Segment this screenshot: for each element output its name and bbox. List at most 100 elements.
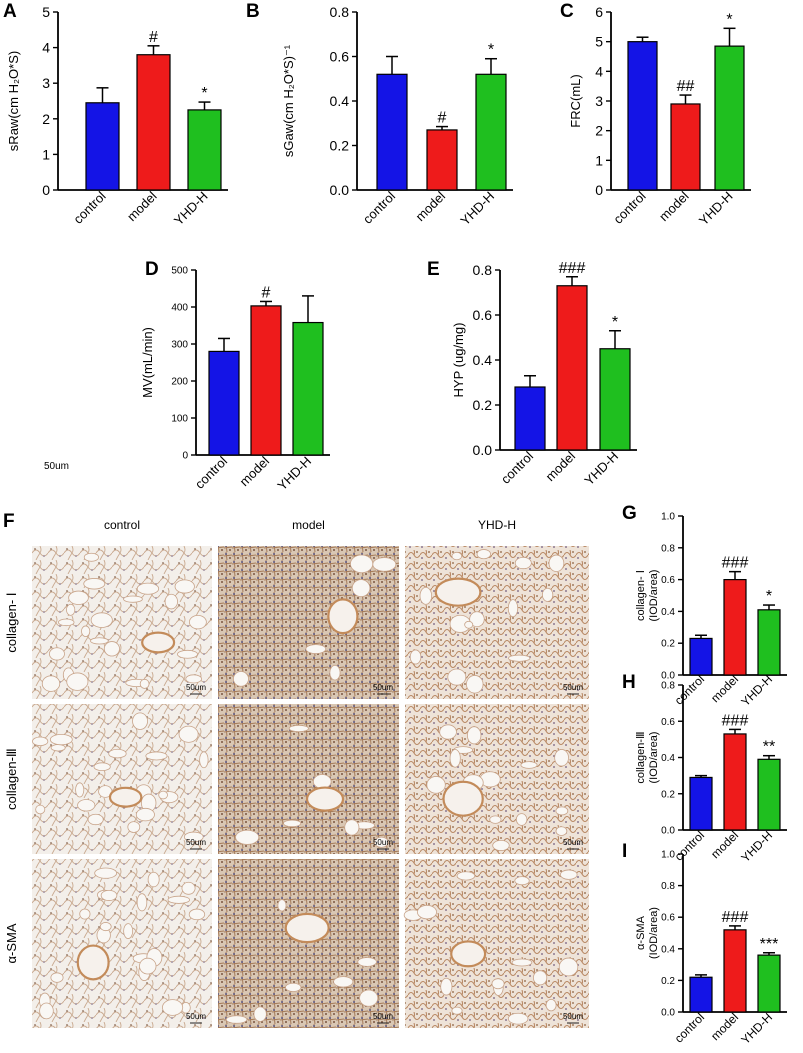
significance-label-model: # <box>438 110 447 127</box>
category-label-yhd-h: YHD-H <box>581 449 621 489</box>
alveolar-space <box>476 549 491 560</box>
y-tick-label: 5 <box>595 34 603 50</box>
alveolar-space <box>344 819 360 836</box>
category-label-control: control <box>672 1010 707 1045</box>
significance-label-yhd-h: * <box>488 42 494 59</box>
y-tick-label: 0.8 <box>330 4 350 20</box>
airway-ring <box>434 577 482 607</box>
alveolar-space <box>555 806 569 816</box>
alveolar-space <box>333 976 354 988</box>
bar-model <box>250 305 282 456</box>
alveolar-space <box>132 712 148 730</box>
category-label-model: model <box>236 453 272 489</box>
panel-label: E <box>427 259 440 280</box>
y-tick-label: 0.8 <box>661 881 675 892</box>
bar-control <box>208 350 240 456</box>
bar-control <box>376 73 408 191</box>
panel-label: F <box>3 511 15 532</box>
significance-label-yhd-h: * <box>612 314 618 331</box>
bar-yhd-h <box>757 758 781 831</box>
stray-scale-label: 50um <box>44 461 69 472</box>
tissue-texture <box>218 546 399 699</box>
alveolar-space <box>532 970 548 986</box>
alveolar-space <box>68 590 89 605</box>
scale-bar-label: 50um <box>186 838 206 847</box>
alveolar-space <box>466 675 484 694</box>
y-tick-label: 0 <box>182 451 188 462</box>
bar-model <box>670 103 701 191</box>
y-tick-label: 0.0 <box>661 826 675 837</box>
alveolar-space <box>188 908 206 921</box>
micrograph-0-control: 50um <box>32 546 212 699</box>
alveolar-space <box>136 893 148 912</box>
alveolar-space <box>449 749 461 768</box>
y-tick-label: 400 <box>171 303 188 314</box>
y-axis-label-units: (IOD/area) <box>648 907 660 959</box>
alveolar-space <box>90 637 109 645</box>
alveolar-space <box>50 744 66 752</box>
y-axis-label: α-SMA <box>635 915 647 950</box>
alveolar-space <box>312 774 332 789</box>
alveolar-space <box>350 554 374 574</box>
alveolar-space <box>94 867 118 879</box>
airway-ring <box>76 944 110 981</box>
row-header-1: collagen-Ⅲ <box>4 748 19 810</box>
alveolar-space <box>49 647 65 661</box>
alveolar-space <box>560 869 578 880</box>
y-tick-label: 4 <box>42 40 50 56</box>
alveolar-space <box>41 675 61 692</box>
y-tick-label: 0.8 <box>473 262 493 278</box>
significance-label-model: ### <box>722 712 749 729</box>
alveolar-space <box>79 908 91 920</box>
alveolar-space <box>139 678 150 689</box>
alveolar-space <box>351 579 371 598</box>
alveolar-space <box>164 593 178 610</box>
y-tick-label: 0.6 <box>661 717 675 728</box>
y-tick-label: 2 <box>42 111 50 127</box>
chart-G: G 0.0 0.2 0.4 0.6 0.8 1.0 collagen- Ⅰ (IOD/area)… <box>622 503 787 709</box>
chart-A: A 0 1 2 3 4 5 sRaw(cm H₂O*S) control # model * YHD-H <box>3 1 228 228</box>
panel-label: I <box>622 841 627 862</box>
y-tick-label: 0.4 <box>661 753 675 764</box>
category-label-model: model <box>708 672 741 705</box>
panel-label: B <box>246 1 260 22</box>
scale-bar-label: 50um <box>186 1012 206 1021</box>
alveolar-space <box>135 807 155 822</box>
micrograph-2-yhd-h: 50um <box>403 859 589 1028</box>
alveolar-space <box>147 871 160 888</box>
y-axis-label-units: (IOD/area) <box>648 570 660 622</box>
alveolar-space <box>90 612 113 628</box>
alveolar-space <box>174 579 195 594</box>
significance-label-model: # <box>262 284 271 301</box>
category-label-model: model <box>542 448 578 484</box>
airway-ring <box>141 631 176 654</box>
micrograph-0-model: 50um <box>218 546 399 699</box>
y-tick-label: 0.2 <box>661 639 675 650</box>
alveolar-space <box>489 815 502 824</box>
alveolar-space <box>554 749 569 767</box>
alveolar-space <box>49 733 73 746</box>
bar-model <box>723 929 747 1013</box>
y-tick-label: 3 <box>595 93 603 109</box>
y-tick-label: 100 <box>171 414 188 425</box>
alveolar-space <box>541 587 554 602</box>
alveolar-space <box>491 978 505 990</box>
y-tick-label: 0.0 <box>330 182 350 198</box>
y-tick-label: 500 <box>171 266 188 277</box>
alveolar-space <box>508 654 531 662</box>
panel-label: D <box>145 259 159 280</box>
y-tick-label: 300 <box>171 340 188 351</box>
bar-yhd-h <box>292 321 324 456</box>
panel-label: A <box>3 1 17 22</box>
y-tick-label: 200 <box>171 377 188 388</box>
significance-label-yhd-h: * <box>726 11 732 28</box>
alveolar-space <box>558 957 579 977</box>
micrograph-2-model: 50um <box>218 859 399 1028</box>
category-label-model: model <box>708 1010 741 1043</box>
row-header-0: collagen- Ⅰ <box>4 592 19 652</box>
row-header-2: α-SMA <box>4 923 19 963</box>
y-tick-label: 0 <box>42 182 50 198</box>
significance-label-yhd-h: *** <box>760 936 779 953</box>
y-axis-label: HYP (ug/mg) <box>451 323 466 398</box>
